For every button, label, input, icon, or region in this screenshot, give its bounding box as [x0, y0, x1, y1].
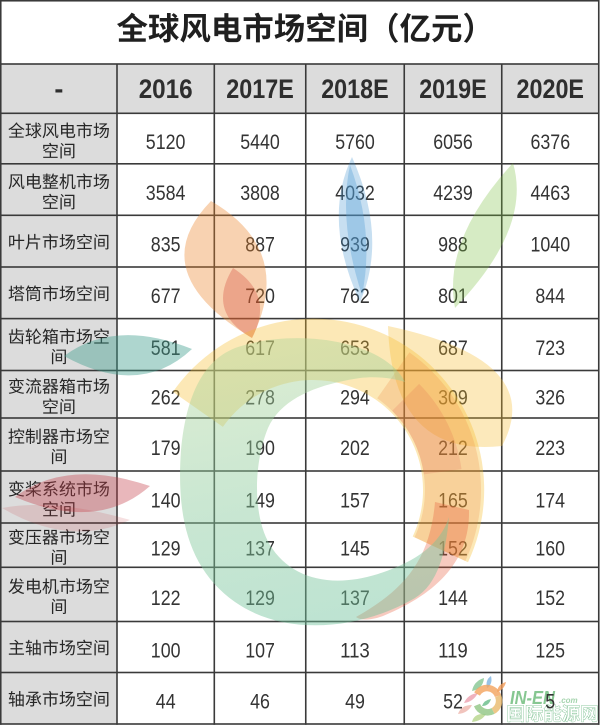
svg-text:.com: .com [559, 696, 578, 705]
svg-text:5440: 5440 [240, 131, 280, 154]
svg-text:939: 939 [340, 234, 370, 257]
svg-text:887: 887 [245, 234, 275, 257]
svg-text:4463: 4463 [531, 182, 571, 205]
svg-text:46: 46 [250, 691, 270, 714]
svg-text:1040: 1040 [531, 234, 571, 257]
svg-text:100: 100 [151, 639, 181, 662]
svg-text:122: 122 [151, 587, 181, 610]
svg-text:2020E: 2020E [517, 74, 585, 104]
svg-text:152: 152 [535, 587, 565, 610]
svg-text:212: 212 [438, 437, 468, 460]
svg-text:152: 152 [438, 538, 468, 561]
svg-text:262: 262 [151, 387, 181, 410]
svg-text:581: 581 [151, 337, 181, 360]
svg-text:2019E: 2019E [419, 74, 487, 104]
svg-text:144: 144 [438, 587, 468, 610]
svg-text:157: 157 [340, 489, 370, 512]
svg-text:179: 179 [151, 437, 181, 460]
svg-text:5: 5 [545, 691, 555, 714]
svg-text:835: 835 [151, 234, 181, 257]
svg-text:4032: 4032 [335, 182, 375, 205]
svg-text:5760: 5760 [335, 131, 375, 154]
svg-text:326: 326 [535, 387, 565, 410]
svg-text:762: 762 [340, 285, 370, 308]
svg-text:140: 140 [151, 489, 181, 512]
svg-text:309: 309 [438, 387, 468, 410]
svg-text:165: 165 [438, 489, 468, 512]
svg-text:119: 119 [438, 639, 468, 662]
svg-text:6376: 6376 [531, 131, 571, 154]
svg-text:2017E: 2017E [226, 74, 293, 104]
svg-text:720: 720 [245, 285, 275, 308]
svg-text:2018E: 2018E [321, 74, 389, 104]
svg-text:49: 49 [345, 691, 365, 714]
svg-text:160: 160 [535, 538, 565, 561]
svg-text:44: 44 [156, 691, 176, 714]
svg-text:844: 844 [535, 285, 565, 308]
svg-text:677: 677 [151, 285, 181, 308]
svg-text:202: 202 [340, 437, 370, 460]
svg-text:-: - [54, 74, 63, 104]
svg-text:3584: 3584 [146, 182, 186, 205]
svg-text:687: 687 [438, 337, 468, 360]
svg-text:3808: 3808 [240, 182, 280, 205]
svg-text:125: 125 [535, 639, 565, 662]
svg-text:4239: 4239 [433, 182, 473, 205]
svg-text:113: 113 [340, 639, 370, 662]
svg-text:129: 129 [151, 538, 181, 561]
svg-text:107: 107 [245, 639, 275, 662]
svg-text:IN-EN: IN-EN [510, 688, 556, 708]
svg-text:5120: 5120 [146, 131, 186, 154]
svg-text:2016: 2016 [139, 74, 193, 104]
svg-text:801: 801 [438, 285, 468, 308]
svg-text:723: 723 [535, 337, 565, 360]
svg-text:52: 52 [443, 691, 463, 714]
svg-text:174: 174 [535, 489, 565, 512]
svg-text:6056: 6056 [433, 131, 473, 154]
svg-text:145: 145 [340, 538, 370, 561]
svg-text:294: 294 [340, 387, 370, 410]
svg-text:988: 988 [438, 234, 468, 257]
svg-text:223: 223 [535, 437, 565, 460]
